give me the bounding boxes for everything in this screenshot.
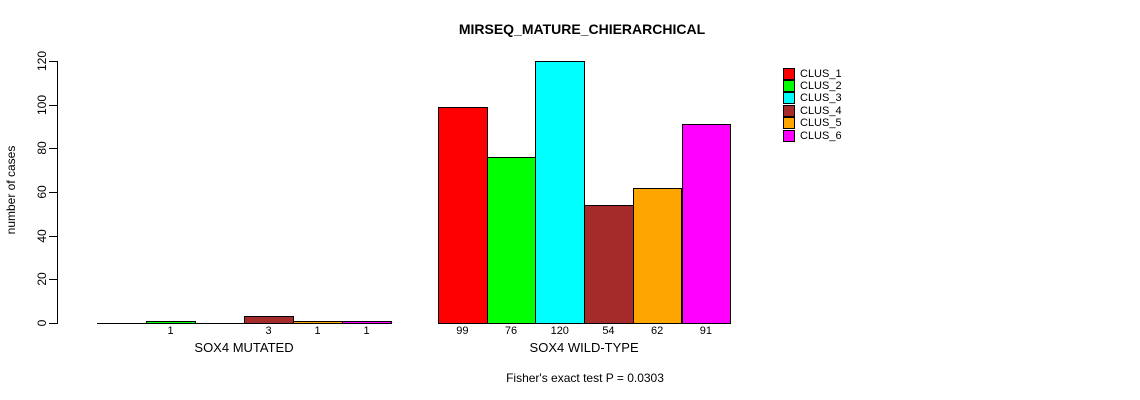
bar-value-label: 91 bbox=[699, 325, 712, 337]
legend-item-clus-3: CLUS_3 bbox=[783, 92, 842, 105]
y-tick-label: 0 bbox=[35, 319, 49, 327]
y-tick bbox=[49, 279, 57, 280]
y-tick bbox=[49, 192, 57, 193]
bar-clus-5-sox4-wild-type bbox=[632, 188, 683, 324]
y-tick-label: 20 bbox=[35, 272, 49, 286]
legend-label: CLUS_2 bbox=[800, 79, 842, 92]
annotation-fisher-test: Fisher's exact test P = 0.0303 bbox=[506, 371, 664, 385]
bar-value-label: 54 bbox=[602, 325, 615, 337]
y-tick-label: 120 bbox=[35, 50, 49, 72]
y-tick-label: 40 bbox=[35, 229, 49, 243]
bar-clus-6-sox4-wild-type bbox=[681, 124, 732, 324]
chart-title: MIRSEQ_MATURE_CHIERARCHICAL bbox=[458, 21, 706, 37]
bar-value-label: 120 bbox=[550, 325, 569, 337]
bar-clus-1-sox4-wild-type bbox=[438, 107, 488, 324]
x-group-label-sox4-wild-type: SOX4 WILD-TYPE bbox=[529, 340, 639, 355]
y-tick bbox=[49, 236, 57, 237]
legend-swatch-clus-6 bbox=[783, 129, 795, 142]
y-axis-label: number of cases bbox=[4, 145, 18, 235]
bar-clus-3-sox4-wild-type bbox=[535, 61, 586, 324]
legend-swatch-clus-3 bbox=[783, 92, 795, 105]
legend-item-clus-6: CLUS_6 bbox=[783, 129, 842, 142]
bar-value-label: 99 bbox=[456, 325, 469, 337]
bar-value-label: 1 bbox=[363, 325, 370, 337]
y-tick bbox=[49, 323, 57, 324]
y-tick bbox=[49, 105, 57, 106]
bar-value-label: 62 bbox=[651, 325, 664, 337]
y-tick bbox=[49, 61, 57, 62]
legend-item-clus-5: CLUS_5 bbox=[783, 117, 842, 130]
x-group-label-sox4-mutated: SOX4 MUTATED bbox=[194, 340, 294, 355]
y-tick-label: 100 bbox=[35, 94, 49, 116]
legend-swatch-clus-2 bbox=[783, 79, 795, 92]
bar-clus-2-sox4-mutated bbox=[146, 321, 196, 324]
legend-item-clus-1: CLUS_1 bbox=[783, 67, 842, 80]
bar-clus-2-sox4-wild-type bbox=[486, 157, 537, 324]
y-tick bbox=[49, 148, 57, 149]
bar-value-label: 76 bbox=[504, 325, 518, 337]
bar-clus-5-sox4-mutated bbox=[293, 321, 343, 324]
legend-label: CLUS_3 bbox=[800, 92, 842, 105]
legend-swatch-clus-5 bbox=[783, 117, 795, 130]
bar-value-label: 3 bbox=[265, 325, 272, 337]
bar-value-label: 1 bbox=[167, 325, 174, 337]
bar-clus-4-sox4-mutated bbox=[244, 316, 294, 324]
bar-value-label: 1 bbox=[314, 325, 321, 337]
y-tick-label: 80 bbox=[35, 141, 49, 155]
bar-clus-4-sox4-wild-type bbox=[584, 205, 634, 324]
bar-clus-6-sox4-mutated bbox=[342, 321, 392, 324]
legend-label: CLUS_6 bbox=[800, 129, 842, 142]
legend-label: CLUS_4 bbox=[800, 104, 842, 117]
legend-swatch-clus-4 bbox=[783, 104, 795, 117]
legend-label: CLUS_1 bbox=[800, 67, 842, 80]
legend-item-clus-2: CLUS_2 bbox=[783, 79, 842, 92]
legend-label: CLUS_5 bbox=[800, 117, 842, 130]
y-tick-label: 60 bbox=[35, 185, 49, 199]
legend-item-clus-4: CLUS_4 bbox=[783, 104, 842, 117]
y-axis-line bbox=[57, 61, 58, 324]
legend-swatch-clus-1 bbox=[783, 67, 795, 80]
